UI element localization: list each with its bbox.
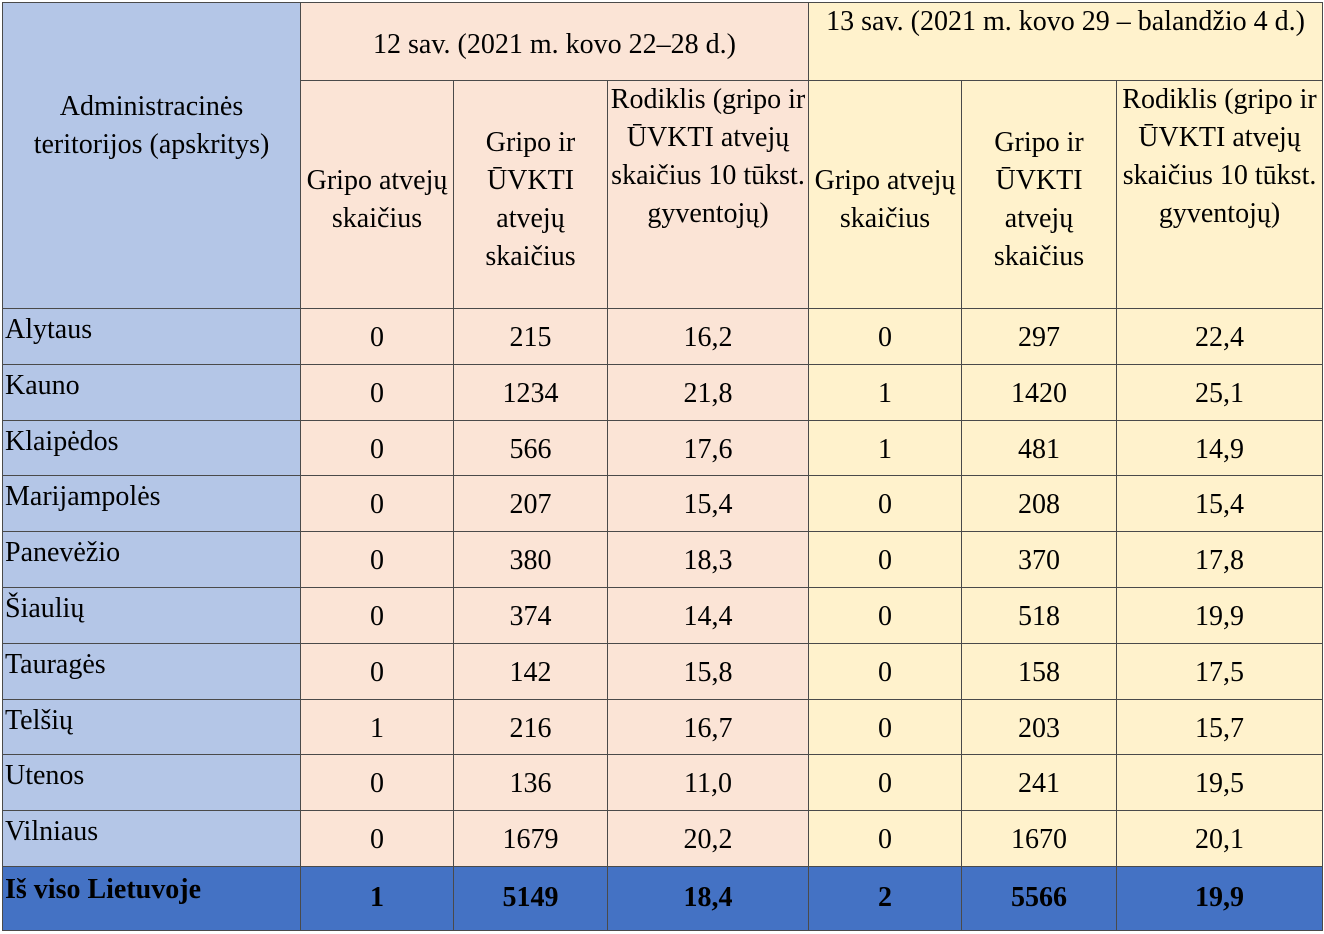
w13-rate-cell: 20,1 <box>1116 810 1324 867</box>
w12-rate-cell: 16,2 <box>606 308 810 365</box>
w13-flu-cell: 0 <box>808 754 963 812</box>
total-w12-flu-cell: 1 <box>300 865 454 931</box>
region-cell: Telšių <box>2 698 301 756</box>
total-w13-total-cell: 5566 <box>961 865 1118 931</box>
w13-flu-cell: 0 <box>808 531 963 588</box>
w12-flu-cell: 0 <box>300 754 454 812</box>
table-row: Klaipėdos 0 566 17,6 1 481 14,9 <box>2 419 1324 477</box>
w13-total-cell: 1420 <box>961 363 1118 421</box>
table-row: Alytaus 0 215 16,2 0 297 22,4 <box>2 308 1324 365</box>
region-cell: Kauno <box>2 363 301 421</box>
table-row: Tauragės 0 142 15,8 0 158 17,5 <box>2 642 1324 700</box>
table-row: Šiaulių 0 374 14,4 0 518 19,9 <box>2 586 1324 644</box>
w13-flu-cell: 0 <box>808 475 963 533</box>
w13-rate-cell: 17,8 <box>1116 531 1324 588</box>
region-cell: Klaipėdos <box>2 419 301 477</box>
table-row: Marijampolės 0 207 15,4 0 208 15,4 <box>2 475 1324 533</box>
region-cell: Panevėžio <box>2 531 301 588</box>
w12-flu-cell: 0 <box>300 419 454 477</box>
total-w12-rate-cell: 18,4 <box>606 865 810 931</box>
week13-header: 13 sav. (2021 m. kovo 29 – balandžio 4 d… <box>808 2 1324 81</box>
w12-flu-cell: 0 <box>300 475 454 533</box>
table-row: Vilniaus 0 1679 20,2 0 1670 20,1 <box>2 810 1324 867</box>
total-w12-total-cell: 5149 <box>453 865 608 931</box>
w13-rate-cell: 15,7 <box>1116 698 1324 756</box>
table-row: Utenos 0 136 11,0 0 241 19,5 <box>2 754 1324 812</box>
w13-total-cell: 297 <box>961 308 1118 365</box>
w13-total-cell: 370 <box>961 531 1118 588</box>
w12-total-cell: 142 <box>453 642 608 700</box>
region-cell: Alytaus <box>2 308 301 365</box>
w13-flu-header: Gripo atvejų skaičius <box>808 80 963 309</box>
w13-total-cell: 241 <box>961 754 1118 812</box>
w12-rate-cell: 17,6 <box>606 419 810 477</box>
w13-rate-cell: 19,5 <box>1116 754 1324 812</box>
w12-total-cell: 215 <box>453 308 608 365</box>
w13-rate-cell: 15,4 <box>1116 475 1324 533</box>
w13-rate-cell: 25,1 <box>1116 363 1324 421</box>
w12-rate-cell: 18,3 <box>606 531 810 588</box>
w13-total-cell: 203 <box>961 698 1118 756</box>
w12-total-cell: 216 <box>453 698 608 756</box>
total-w13-rate-cell: 19,9 <box>1116 865 1324 931</box>
total-w13-flu-cell: 2 <box>808 865 963 931</box>
w12-total-cell: 380 <box>453 531 608 588</box>
w13-total-cell: 481 <box>961 419 1118 477</box>
w13-flu-cell: 0 <box>808 698 963 756</box>
total-label-cell: Iš viso Lietuvoje <box>2 865 301 931</box>
w12-rate-cell: 20,2 <box>606 810 810 867</box>
table-row: Kauno 0 1234 21,8 1 1420 25,1 <box>2 363 1324 421</box>
w12-total-cell: 566 <box>453 419 608 477</box>
w13-total-cell: 158 <box>961 642 1118 700</box>
w12-total-cell: 1679 <box>453 810 608 867</box>
w12-flu-cell: 0 <box>300 363 454 421</box>
table-row: Panevėžio 0 380 18,3 0 370 17,8 <box>2 531 1324 588</box>
w12-rate-cell: 21,8 <box>606 363 810 421</box>
w12-flu-cell: 0 <box>300 308 454 365</box>
w12-total-cell: 374 <box>453 586 608 644</box>
w13-rate-cell: 17,5 <box>1116 642 1324 700</box>
w12-rate-cell: 14,4 <box>606 586 810 644</box>
w13-total-cell: 208 <box>961 475 1118 533</box>
w12-flu-ari-header: Gripo ir ŪVKTI atvejų skaičius <box>453 80 608 309</box>
w13-total-cell: 518 <box>961 586 1118 644</box>
w13-rate-header: Rodiklis (gripo ir ŪVKTI atvejų skaičius… <box>1116 80 1324 309</box>
w13-flu-cell: 0 <box>808 810 963 867</box>
w12-flu-cell: 0 <box>300 531 454 588</box>
region-column-header: Administracinės teritorijos (apskritys) <box>2 2 301 309</box>
w13-rate-cell: 14,9 <box>1116 419 1324 477</box>
w12-flu-cell: 0 <box>300 586 454 644</box>
w13-rate-cell: 19,9 <box>1116 586 1324 644</box>
w12-rate-cell: 16,7 <box>606 698 810 756</box>
w13-rate-cell: 22,4 <box>1116 308 1324 365</box>
w12-flu-cell: 0 <box>300 810 454 867</box>
region-cell: Šiaulių <box>2 586 301 644</box>
w13-total-cell: 1670 <box>961 810 1118 867</box>
region-cell: Marijampolės <box>2 475 301 533</box>
w12-flu-header: Gripo atvejų skaičius <box>300 80 454 309</box>
region-cell: Tauragės <box>2 642 301 700</box>
region-cell: Utenos <box>2 754 301 812</box>
w12-total-cell: 1234 <box>453 363 608 421</box>
w13-flu-cell: 0 <box>808 586 963 644</box>
w12-rate-cell: 11,0 <box>606 754 810 812</box>
w12-total-cell: 136 <box>453 754 608 812</box>
w13-flu-cell: 0 <box>808 308 963 365</box>
table-row: Telšių 1 216 16,7 0 203 15,7 <box>2 698 1324 756</box>
week12-header: 12 sav. (2021 m. kovo 22–28 d.) <box>299 2 810 81</box>
w12-rate-header: Rodiklis (gripo ir ŪVKTI atvejų skaičius… <box>606 80 810 309</box>
w12-total-cell: 207 <box>453 475 608 533</box>
w13-flu-cell: 0 <box>808 642 963 700</box>
w12-rate-cell: 15,4 <box>606 475 810 533</box>
w12-rate-cell: 15,8 <box>606 642 810 700</box>
w12-flu-cell: 0 <box>300 642 454 700</box>
w13-flu-cell: 1 <box>808 419 963 477</box>
total-row: Iš viso Lietuvoje 1 5149 18,4 2 5566 19,… <box>2 865 1324 931</box>
w12-flu-cell: 1 <box>300 698 454 756</box>
w13-flu-ari-header: Gripo ir ŪVKTI atvejų skaičius <box>961 80 1118 309</box>
w13-flu-cell: 1 <box>808 363 963 421</box>
region-cell: Vilniaus <box>2 810 301 867</box>
